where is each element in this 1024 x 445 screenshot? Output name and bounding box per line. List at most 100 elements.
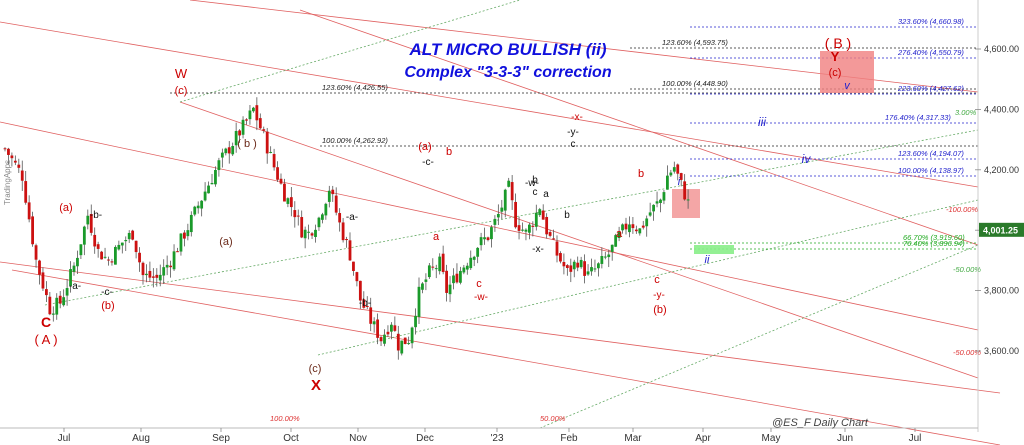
candle-body bbox=[565, 265, 569, 269]
candle-body bbox=[548, 232, 552, 236]
candle-body bbox=[286, 198, 290, 204]
wave-label: -w- bbox=[525, 178, 539, 189]
candle-body bbox=[421, 283, 424, 290]
fib-level-label: 323.60% (4,660.98) bbox=[898, 17, 964, 26]
candle-body bbox=[610, 244, 614, 252]
candle-body bbox=[224, 148, 228, 154]
candle-body bbox=[669, 172, 673, 176]
candle-body bbox=[586, 271, 590, 275]
candle-body bbox=[296, 215, 300, 217]
candle-body bbox=[310, 233, 314, 236]
candle-body bbox=[58, 295, 62, 304]
candle-body bbox=[338, 213, 342, 223]
candle-body bbox=[683, 181, 687, 200]
candle-body bbox=[462, 267, 466, 273]
candle-body bbox=[386, 331, 390, 335]
candle-body bbox=[82, 226, 86, 245]
candle-body bbox=[345, 238, 348, 241]
candle-body bbox=[524, 229, 528, 232]
candle-body bbox=[131, 230, 135, 240]
candle-body bbox=[45, 289, 48, 296]
candle-body bbox=[172, 251, 176, 270]
wave-label: -y- bbox=[567, 127, 579, 138]
candle-body bbox=[196, 205, 200, 209]
candle-body bbox=[445, 270, 448, 293]
candle-body bbox=[517, 225, 521, 231]
candle-body bbox=[496, 213, 500, 218]
candle-body bbox=[483, 237, 486, 240]
y-tick-label: 4,400.00 bbox=[984, 104, 1019, 114]
candle-body bbox=[314, 229, 317, 238]
wave-label: -w- bbox=[474, 292, 488, 303]
channel-percent-label: 3.00% bbox=[955, 108, 977, 117]
candle-body bbox=[334, 195, 338, 213]
candle-body bbox=[89, 213, 93, 233]
candle-body bbox=[169, 265, 172, 268]
candle-body bbox=[679, 173, 683, 180]
candle-body bbox=[55, 297, 59, 315]
candle-body bbox=[597, 263, 600, 269]
candle-body bbox=[138, 252, 141, 263]
wave-labels: C ( A ) (a) -a- -b- -c- (b) W (c) ( b ) (a) (c) X -a-… bbox=[34, 35, 851, 394]
candle-body bbox=[666, 175, 669, 190]
candle-body bbox=[621, 224, 624, 231]
candle-body bbox=[352, 261, 355, 272]
fib-level-label: 123.60% (4,426.55) bbox=[322, 83, 388, 92]
wave-label: -b- bbox=[90, 210, 102, 221]
candle-body bbox=[96, 244, 100, 249]
candle-body bbox=[590, 267, 593, 272]
wave-label: c bbox=[571, 139, 576, 150]
wave-label: i bbox=[678, 176, 681, 188]
candle-body bbox=[114, 246, 117, 265]
candle-body bbox=[307, 231, 310, 233]
candle-body bbox=[110, 261, 114, 263]
candle-body bbox=[86, 215, 90, 225]
candle-body bbox=[614, 235, 618, 247]
wave-label: (b) bbox=[653, 304, 666, 316]
candle-body bbox=[358, 280, 362, 301]
candle-body bbox=[552, 238, 555, 240]
candle-body bbox=[48, 296, 52, 315]
candle-body bbox=[624, 223, 628, 230]
y-tick-label: 3,800.00 bbox=[984, 286, 1019, 296]
candle-body bbox=[528, 224, 531, 233]
candle-body bbox=[252, 107, 255, 112]
candle-body bbox=[7, 148, 10, 155]
candle-body bbox=[203, 191, 207, 201]
channel-percent-label: -100.00% bbox=[946, 205, 978, 214]
candle-body bbox=[321, 214, 324, 220]
candle-body bbox=[283, 183, 286, 202]
candle-body bbox=[214, 169, 217, 185]
x-tick-label: Nov bbox=[349, 433, 367, 444]
candle-body bbox=[579, 259, 583, 268]
wave-label: c bbox=[476, 278, 482, 290]
x-tick-label: Dec bbox=[416, 433, 434, 444]
candle-body bbox=[607, 254, 611, 258]
channel-percent-label: 50.00% bbox=[540, 414, 566, 423]
wave-label: c bbox=[654, 274, 660, 286]
candle-body bbox=[645, 218, 649, 227]
fib-levels: 323.60% (4,660.98) 123.60% (4,593.75) 276.… bbox=[170, 17, 978, 250]
candle-body bbox=[486, 237, 490, 241]
candle-body bbox=[348, 240, 352, 261]
chart-title: ALT MICRO BULLISH (ii) bbox=[408, 40, 606, 59]
candle-body bbox=[634, 229, 638, 232]
candle-body bbox=[289, 197, 293, 208]
red-channel-line bbox=[179, 101, 979, 379]
channel-lines: 100.00% 50.00% -100.00% -50.00% -50.00% 3.00% bbox=[0, 0, 1001, 445]
wave-label: (a) bbox=[59, 202, 72, 214]
candle-body bbox=[545, 216, 549, 235]
chart-footer: @ES_F Daily Chart bbox=[772, 417, 869, 429]
candle-body bbox=[355, 272, 359, 282]
wave-label: ( A ) bbox=[34, 332, 57, 347]
green-channel-line bbox=[44, 129, 979, 306]
candle-body bbox=[162, 267, 166, 276]
candle-body bbox=[34, 245, 38, 260]
x-tick-label: Mar bbox=[624, 433, 642, 444]
red-channel-line bbox=[299, 9, 979, 246]
candle-body bbox=[652, 204, 655, 212]
candle-body bbox=[148, 270, 152, 278]
candle-body bbox=[438, 256, 442, 272]
